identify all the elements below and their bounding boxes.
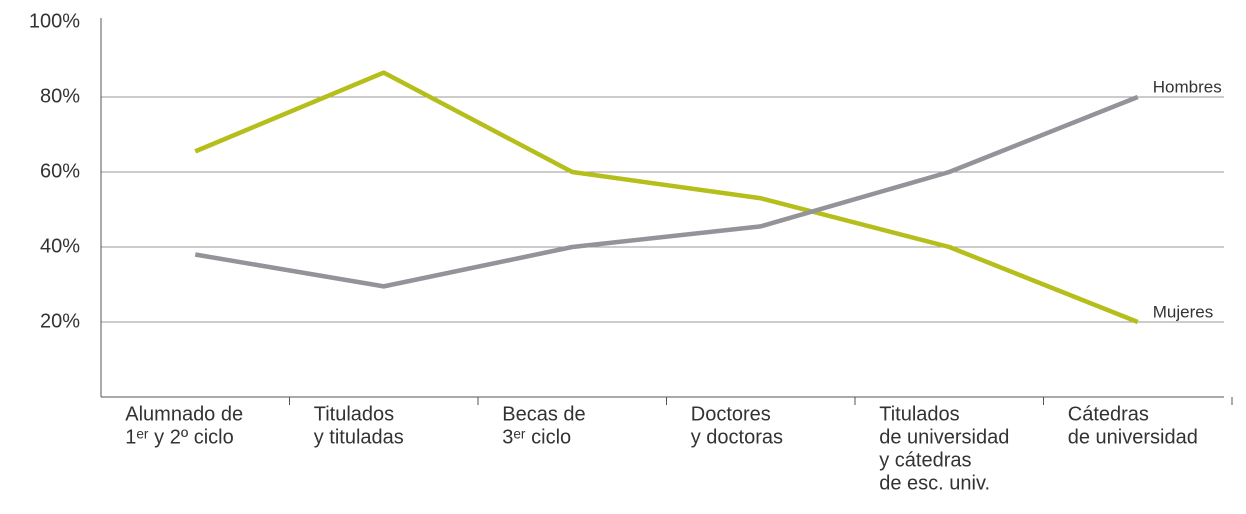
y-tick-label: 60% <box>40 160 80 182</box>
x-tick-label: y tituladas <box>314 426 404 448</box>
series-label: Mujeres <box>1153 302 1213 321</box>
x-tick-label: Titulados <box>314 403 394 425</box>
series-line <box>194 94 1139 289</box>
x-tick-label: de universidad <box>1068 426 1198 448</box>
y-tick-label: 100% <box>29 10 80 32</box>
x-tick-label: Becas de <box>502 403 585 425</box>
x-tick-label: Cátedras <box>1068 403 1149 425</box>
x-tick-label: de universidad <box>879 426 1009 448</box>
x-tick-label: 3ᵉʳ ciclo <box>502 426 571 448</box>
x-tick-label: de esc. univ. <box>879 472 990 494</box>
y-tick-label: 40% <box>40 235 80 257</box>
y-tick-label: 80% <box>40 85 80 107</box>
x-tick-label: Titulados <box>879 403 959 425</box>
x-tick-label: 1ᵉʳ y 2º ciclo <box>125 426 233 448</box>
series-label: Hombres <box>1153 77 1222 96</box>
x-tick-label: y doctoras <box>691 426 783 448</box>
x-tick-label: Doctores <box>691 403 771 425</box>
y-tick-label: 20% <box>40 310 80 332</box>
x-tick-label: y cátedras <box>879 449 971 471</box>
x-tick-label: Alumnado de <box>125 403 243 425</box>
series-line <box>194 70 1139 325</box>
